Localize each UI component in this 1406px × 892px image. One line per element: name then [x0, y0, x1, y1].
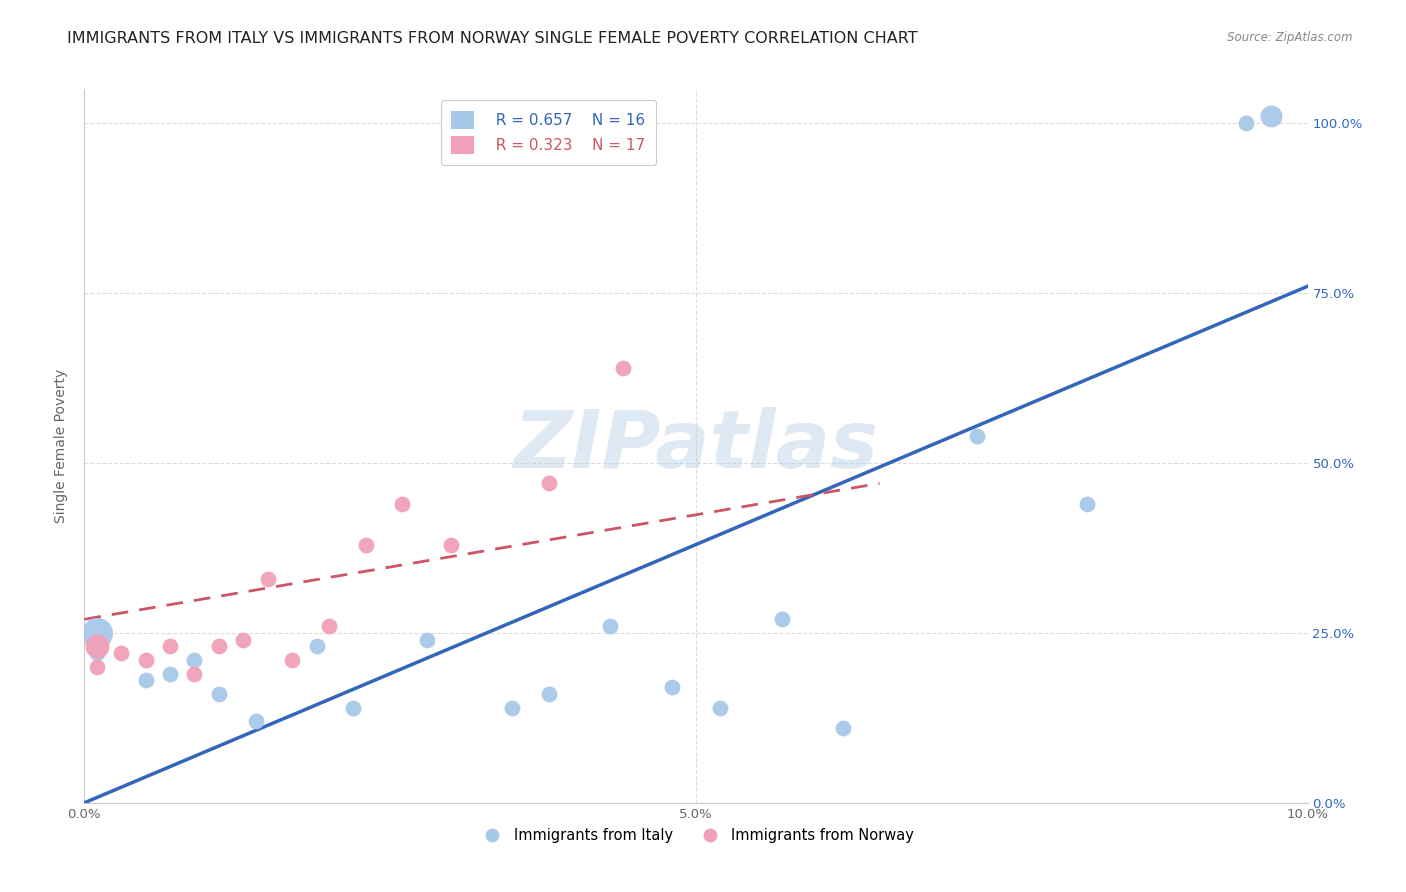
Point — [538, 476, 561, 491]
Point — [502, 700, 524, 714]
Point — [661, 680, 683, 694]
Point — [440, 537, 463, 551]
Point — [86, 626, 108, 640]
Point — [208, 640, 231, 654]
Point — [281, 653, 304, 667]
Point — [318, 619, 340, 633]
Point — [135, 673, 157, 688]
Point — [86, 660, 108, 674]
Y-axis label: Single Female Poverty: Single Female Poverty — [55, 369, 69, 523]
Point — [342, 700, 364, 714]
Point — [1236, 116, 1258, 130]
Point — [538, 687, 561, 701]
Point — [770, 612, 793, 626]
Point — [831, 721, 853, 735]
Point — [86, 646, 108, 660]
Point — [159, 666, 181, 681]
Point — [416, 632, 439, 647]
Point — [1076, 497, 1098, 511]
Point — [183, 666, 205, 681]
Point — [110, 646, 132, 660]
Point — [257, 572, 280, 586]
Point — [208, 687, 231, 701]
Point — [232, 632, 254, 647]
Point — [135, 653, 157, 667]
Point — [1260, 109, 1282, 123]
Point — [709, 700, 731, 714]
Point — [966, 429, 988, 443]
Text: IMMIGRANTS FROM ITALY VS IMMIGRANTS FROM NORWAY SINGLE FEMALE POVERTY CORRELATIO: IMMIGRANTS FROM ITALY VS IMMIGRANTS FROM… — [67, 31, 918, 46]
Point — [354, 537, 377, 551]
Point — [391, 497, 413, 511]
Point — [245, 714, 267, 729]
Point — [612, 360, 634, 375]
Point — [599, 619, 621, 633]
Point — [159, 640, 181, 654]
Text: Source: ZipAtlas.com: Source: ZipAtlas.com — [1227, 31, 1353, 45]
Legend: Immigrants from Italy, Immigrants from Norway: Immigrants from Italy, Immigrants from N… — [472, 822, 920, 849]
Point — [183, 653, 205, 667]
Point — [86, 640, 108, 654]
Text: ZIPatlas: ZIPatlas — [513, 407, 879, 485]
Point — [305, 640, 328, 654]
